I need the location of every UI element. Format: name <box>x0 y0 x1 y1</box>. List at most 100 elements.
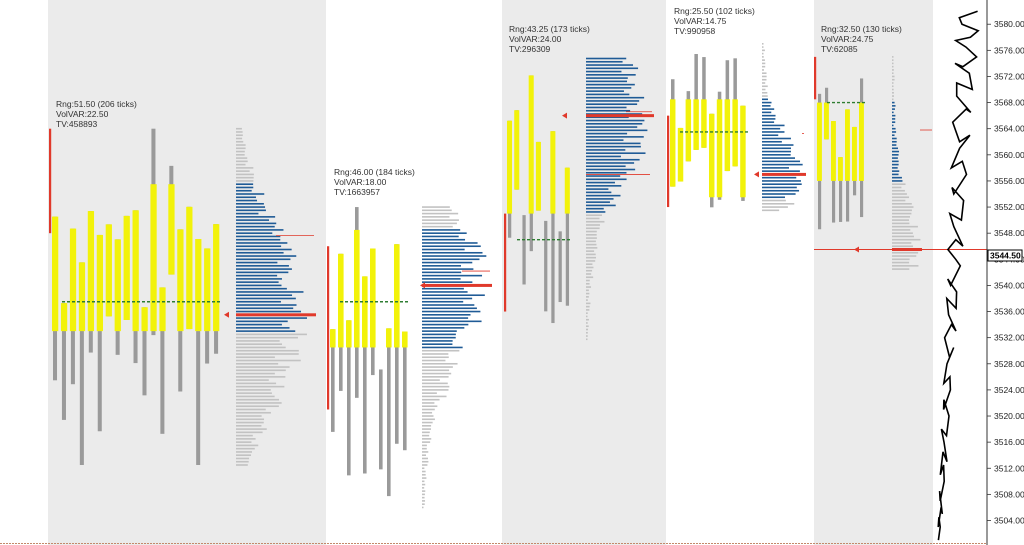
tpo-column <box>196 238 201 465</box>
volume-bar <box>236 434 253 437</box>
volume-bar <box>236 281 279 283</box>
volume-bar <box>422 216 450 218</box>
volume-bar <box>586 103 638 106</box>
volume-bar <box>762 114 776 117</box>
tpo-value-area <box>186 206 193 330</box>
volume-bar <box>236 441 252 443</box>
volume-bar <box>422 235 459 238</box>
volume-bar <box>762 163 803 166</box>
volume-bar <box>892 98 894 101</box>
session-1-profile <box>49 127 316 466</box>
volume-bar <box>586 279 590 282</box>
volume-bar <box>762 124 785 127</box>
volume-bar <box>236 392 272 394</box>
volume-bar <box>586 256 596 259</box>
volume-bar <box>236 333 307 336</box>
volume-bar <box>422 317 469 319</box>
volume-bar <box>236 180 254 182</box>
volume-bar <box>422 232 467 234</box>
volume-bar <box>422 385 450 388</box>
tpo-value-area <box>150 184 157 332</box>
volume-bar <box>762 95 768 97</box>
volume-bar <box>422 353 449 355</box>
volume-bar <box>422 382 448 385</box>
volume-bar <box>892 180 903 182</box>
volume-bar <box>236 340 280 342</box>
session-3-stats: Rng:43.25 (173 ticks) VolVAR:24.00 TV:29… <box>509 24 590 54</box>
volume-bar <box>422 395 447 398</box>
volume-bar <box>422 477 427 479</box>
volume-bar <box>422 245 481 248</box>
volume-bar <box>236 317 308 319</box>
session-4-stats: Rng:25.50 (102 ticks) VolVAR:14.75 TV:99… <box>674 6 755 36</box>
volume-bar <box>422 212 459 215</box>
session-4-profile <box>667 43 806 212</box>
volume-bar <box>762 202 795 205</box>
price-tick-label: 3536.00 <box>994 307 1024 317</box>
volume-bar <box>586 240 596 243</box>
price-tick-label: 3528.00 <box>994 359 1024 369</box>
price-tick-label: 3572.00 <box>994 71 1024 81</box>
volume-bar <box>236 369 286 372</box>
volume-bar <box>762 72 767 74</box>
session-1-volvar: VolVAR:22.50 <box>56 109 109 119</box>
volume-bar <box>236 261 278 264</box>
volume-bar <box>762 101 772 104</box>
tpo-column <box>839 157 843 222</box>
volume-bar <box>236 307 294 310</box>
volume-bar <box>236 238 281 241</box>
price-axis[interactable]: 3504.00 3508.00 3512.00 3516.00 3520.00 3524.… <box>986 0 1024 545</box>
volume-bar <box>892 88 894 91</box>
volume-bar <box>236 408 266 411</box>
session-3-range: Rng:43.25 (173 ticks) <box>509 24 590 34</box>
volume-bar <box>586 142 641 145</box>
volume-bar <box>586 87 632 89</box>
price-tick-label: 3516.00 <box>994 437 1024 447</box>
tpo-value-area <box>105 224 112 317</box>
volume-bar <box>892 111 894 114</box>
tpo-value-area <box>716 99 723 198</box>
tpo-column <box>142 307 147 396</box>
volume-bar <box>586 188 609 190</box>
price-tick-label: 3560.00 <box>994 150 1024 160</box>
volume-bar <box>586 211 606 213</box>
volume-bar <box>586 224 600 226</box>
tpo-value-area <box>677 127 684 182</box>
volume-bar <box>586 175 621 177</box>
initial-balance-bar <box>504 213 507 312</box>
session-1-tv: TV:458893 <box>56 119 98 129</box>
volume-bar <box>586 168 636 171</box>
volume-bar <box>422 411 433 414</box>
volume-bar <box>892 56 894 58</box>
price-axis-ticks: 3504.00 3508.00 3512.00 3516.00 3520.00 3524.… <box>987 19 1024 526</box>
volume-bar <box>762 91 768 94</box>
volume-bar <box>236 405 279 408</box>
tpo-value-area <box>528 75 534 214</box>
volume-bar <box>236 415 262 417</box>
volume-bar <box>892 140 897 143</box>
volume-bar <box>586 178 627 181</box>
volume-bar <box>586 129 648 132</box>
tpo-value-area <box>362 276 368 348</box>
tpo-value-area <box>177 229 184 332</box>
session-4-tv: TV:990958 <box>674 26 716 36</box>
volume-bar <box>236 131 243 133</box>
volume-bar <box>586 338 588 341</box>
volume-bar <box>422 356 449 359</box>
volume-bar <box>422 271 462 274</box>
volume-bar <box>892 75 895 78</box>
volume-bar <box>762 183 802 186</box>
volume-bar <box>236 425 262 427</box>
volume-bar <box>586 214 602 217</box>
session-5-stats: Rng:32.50 (130 ticks) VolVAR:24.75 TV:62… <box>821 24 902 54</box>
volume-bar <box>422 336 456 339</box>
volume-bar <box>236 196 256 199</box>
volume-bar <box>586 158 640 161</box>
volume-bar <box>586 335 588 337</box>
tpo-value-area <box>96 234 103 332</box>
volume-bar <box>586 247 598 249</box>
volume-bar <box>422 265 461 267</box>
volume-bar <box>422 389 449 391</box>
current-price-badge <box>987 249 1023 262</box>
